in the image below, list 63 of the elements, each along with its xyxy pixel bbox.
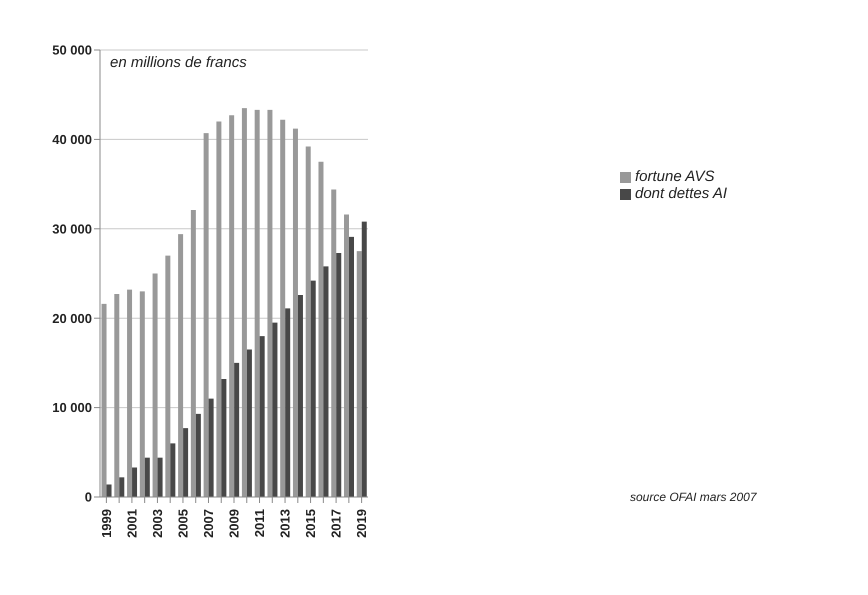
annotation: en millions de francs xyxy=(110,54,247,71)
y-tick-label: 30 000 xyxy=(52,221,92,236)
bar xyxy=(349,236,354,497)
bar xyxy=(306,146,311,497)
bar xyxy=(119,477,124,497)
x-tick-label: 2007 xyxy=(200,509,216,538)
bar xyxy=(152,274,158,497)
bar xyxy=(310,280,316,497)
bar xyxy=(106,484,112,497)
bar xyxy=(132,468,138,497)
bar xyxy=(216,122,222,497)
x-tick-label: 1999 xyxy=(98,509,114,538)
bar xyxy=(114,294,120,497)
bar xyxy=(234,362,240,497)
bar xyxy=(102,304,107,497)
bar xyxy=(280,120,286,497)
y-tick-label: 10 000 xyxy=(52,400,92,416)
bar xyxy=(170,443,176,497)
bar xyxy=(178,234,184,497)
x-tick-label: 2019 xyxy=(354,509,370,538)
bar xyxy=(127,290,132,497)
bar xyxy=(267,110,272,497)
bar xyxy=(362,222,367,497)
x-tick-label: 2011 xyxy=(252,509,268,538)
source-note: source OFAI mars 2007 xyxy=(630,490,756,504)
bar xyxy=(242,108,247,497)
y-tick-label: 50 000 xyxy=(52,42,92,58)
bar xyxy=(285,308,290,497)
bar xyxy=(318,162,324,497)
bar xyxy=(165,256,170,497)
bar xyxy=(144,458,150,497)
bar xyxy=(254,110,260,497)
x-tick-label: 2001 xyxy=(124,509,140,538)
x-tick-label: 2005 xyxy=(175,509,190,538)
y-tick-label: 20 000 xyxy=(52,310,92,326)
x-tick-label: 2009 xyxy=(226,509,242,538)
bar xyxy=(292,128,298,497)
bar xyxy=(158,458,163,497)
bar xyxy=(221,378,226,497)
x-tick-label: 2017 xyxy=(328,509,344,538)
bar xyxy=(190,210,196,497)
bar xyxy=(196,414,201,497)
bar xyxy=(183,428,188,497)
bar xyxy=(140,291,145,497)
bar xyxy=(331,189,336,497)
x-tick-label: 2013 xyxy=(278,509,293,538)
bar xyxy=(298,294,303,497)
bar xyxy=(208,398,214,497)
x-tick-label: 2015 xyxy=(303,509,318,538)
bar xyxy=(229,115,234,497)
legend-label: fortune AVS xyxy=(635,168,714,185)
bar xyxy=(336,252,342,497)
x-tick-label: 2003 xyxy=(150,509,165,538)
y-tick-label: 40 000 xyxy=(52,132,92,148)
bar xyxy=(356,251,362,497)
y-tick-label: 0 xyxy=(84,490,92,505)
legend-label: dont dettes AI xyxy=(635,185,728,202)
bar xyxy=(246,349,252,497)
bar xyxy=(344,214,350,497)
bar xyxy=(323,266,328,497)
bar xyxy=(260,336,265,497)
bar xyxy=(272,322,278,497)
bar xyxy=(204,133,209,497)
